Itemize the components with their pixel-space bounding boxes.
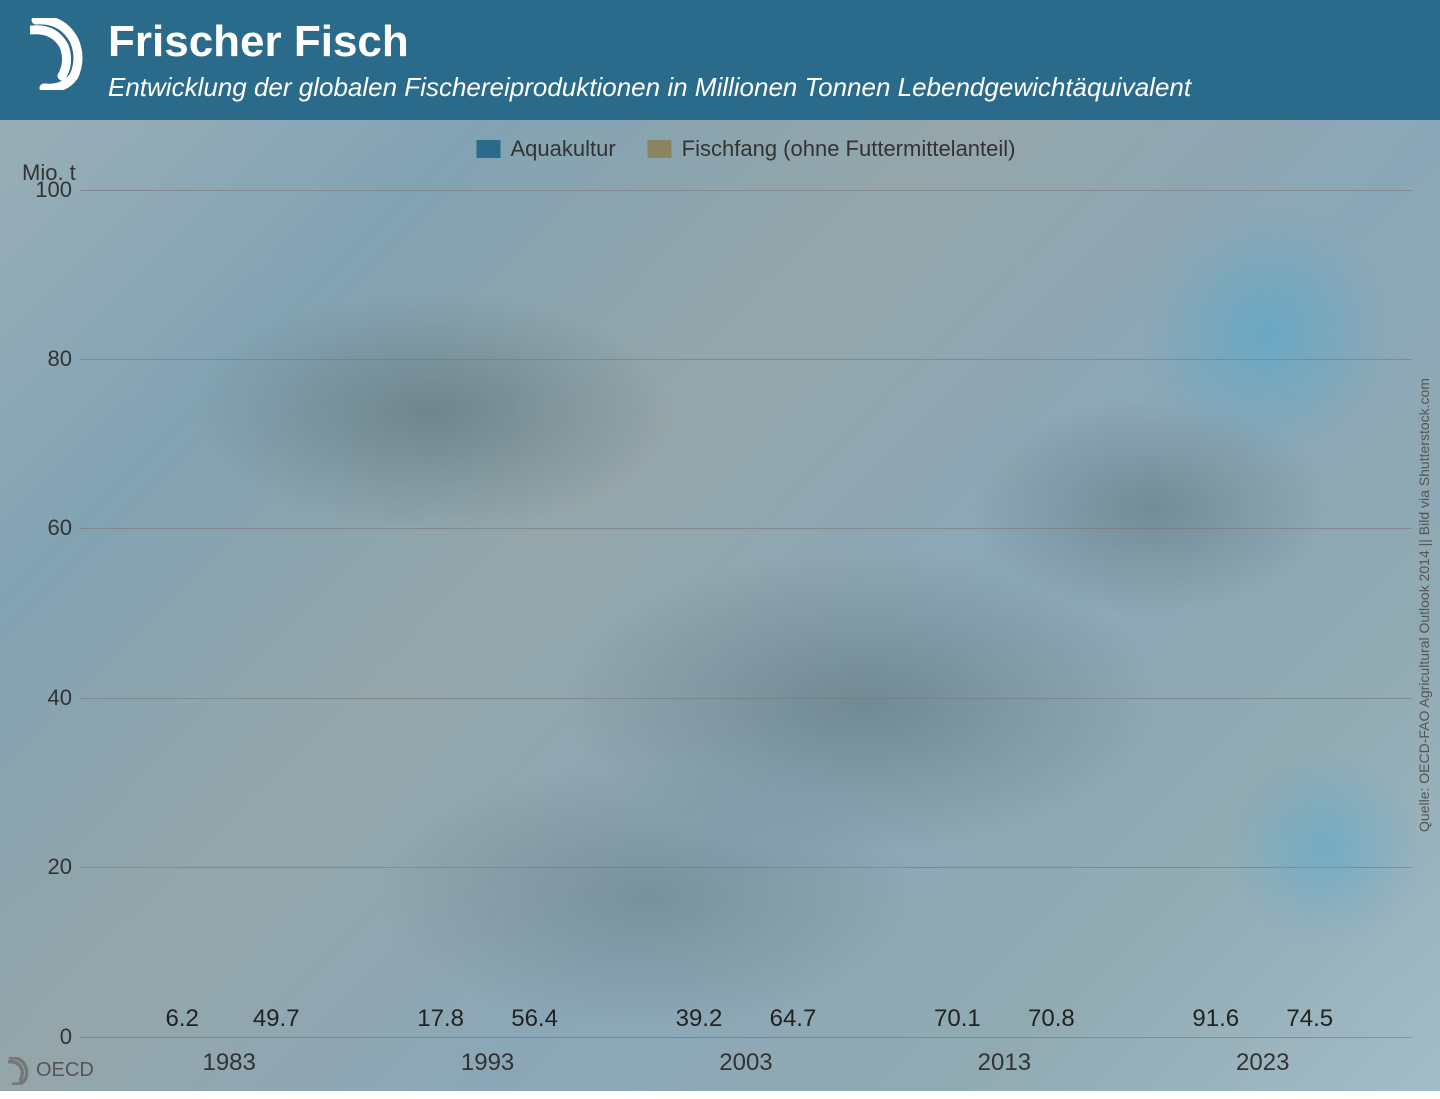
x-tick-label: 2023 [1171, 1049, 1355, 1077]
plot-area: 6.249.717.856.439.264.770.170.891.674.5 … [80, 190, 1412, 1037]
bar-value-label: 6.2 [166, 1005, 199, 1033]
x-tick-label: 2013 [912, 1049, 1096, 1077]
y-tick-label: 100 [24, 177, 72, 203]
page-title: Frischer Fisch [108, 18, 1191, 66]
legend-swatch-icon [476, 140, 500, 158]
bar-value-label: 49.7 [253, 1005, 300, 1033]
legend-item-fischfang: Fischfang (ohne Futtermittelanteil) [648, 136, 1016, 162]
bar-value-label: 39.2 [676, 1005, 723, 1033]
footer-brand: OECD [8, 1057, 94, 1085]
x-axis: 1983 1993 2003 2013 2023 [80, 1049, 1412, 1077]
bar-value-label: 74.5 [1286, 1005, 1333, 1033]
chart-area: Aquakultur Fischfang (ohne Futtermittela… [80, 130, 1412, 1037]
legend-label: Aquakultur [510, 136, 615, 162]
gridline [80, 867, 1412, 868]
legend-item-aquakultur: Aquakultur [476, 136, 615, 162]
bar-value-label: 91.6 [1192, 1005, 1239, 1033]
gridline [80, 359, 1412, 360]
footer-brand-text: OECD [36, 1059, 94, 1082]
bar-value-label: 64.7 [770, 1005, 817, 1033]
source-attribution: Quelle: OECD-FAO Agricultural Outlook 20… [1416, 378, 1432, 832]
x-tick-label: 2003 [654, 1049, 838, 1077]
x-tick-label: 1993 [396, 1049, 580, 1077]
y-tick-label: 40 [24, 685, 72, 711]
legend-label: Fischfang (ohne Futtermittelanteil) [682, 136, 1016, 162]
gridline [80, 190, 1412, 191]
x-tick-label: 1983 [137, 1049, 321, 1077]
chart-container: Quelle: OECD-FAO Agricultural Outlook 20… [0, 120, 1440, 1091]
gridline [80, 698, 1412, 699]
bar-value-label: 56.4 [511, 1005, 558, 1033]
bar-value-label: 70.1 [934, 1005, 981, 1033]
y-tick-label: 60 [24, 515, 72, 541]
oecd-logo-icon [30, 18, 86, 95]
gridline [80, 528, 1412, 529]
bar-value-label: 17.8 [417, 1005, 464, 1033]
page-subtitle: Entwicklung der globalen Fischereiproduk… [108, 72, 1191, 103]
bars-container: 6.2 49.7 17.8 56.4 39.2 64.7 70.1 70.8 91.6 74.5 [80, 190, 1412, 1037]
y-tick-label: 20 [24, 854, 72, 880]
gridline [80, 1037, 1412, 1038]
chart-legend: Aquakultur Fischfang (ohne Futtermittela… [476, 136, 1015, 162]
oecd-logo-small-icon [8, 1057, 30, 1085]
y-tick-label: 0 [24, 1024, 72, 1050]
legend-swatch-icon [648, 140, 672, 158]
header-bar: Frischer Fisch Entwicklung der globalen … [0, 0, 1440, 120]
header-text: Frischer Fisch Entwicklung der globalen … [108, 18, 1191, 104]
y-tick-label: 80 [24, 346, 72, 372]
bar-value-label: 70.8 [1028, 1005, 1075, 1033]
